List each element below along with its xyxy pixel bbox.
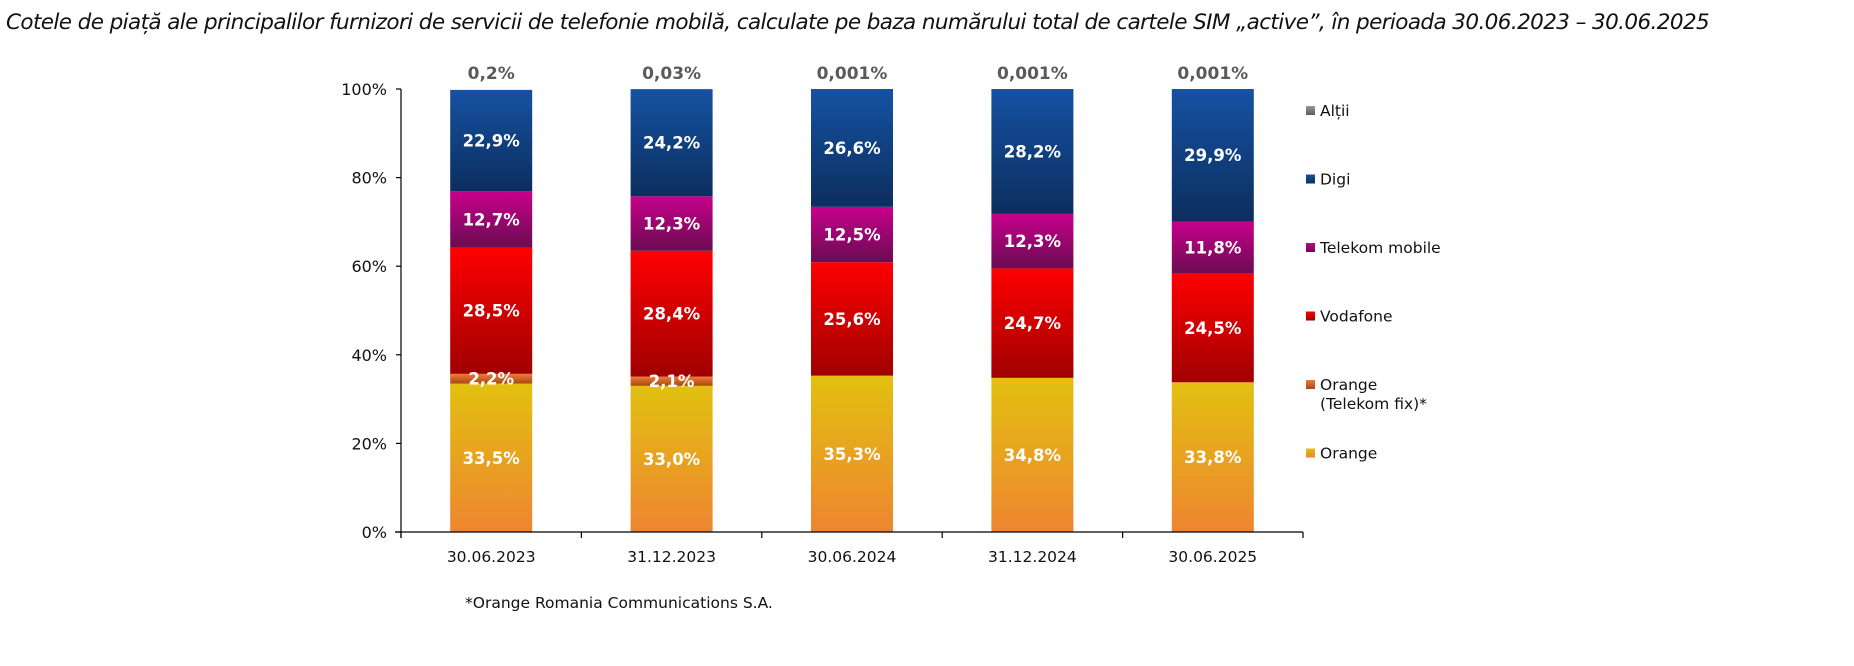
data-label-digi-0: 22,9% <box>463 132 521 151</box>
data-label-al-ii-1: 0,03% <box>642 64 701 84</box>
data-label-vodafone-0: 28,5% <box>463 302 521 321</box>
legend-swatch <box>1306 311 1315 321</box>
data-label-orange-2: 35,3% <box>823 445 881 464</box>
axes-layer: 30.06.2023 31.12.2023 30.06.2024 31.12.2024… <box>341 80 1304 566</box>
bar-segment-vodafone-1 <box>630 250 713 377</box>
x-tick-label: 30.06.2025 <box>1168 548 1257 566</box>
data-label-vodafone-2: 25,6% <box>823 310 881 329</box>
data-label-al-ii-2: 0,001% <box>817 64 888 84</box>
y-tick-label: 0% <box>362 523 387 542</box>
x-tick-label: 30.06.2024 <box>808 548 897 566</box>
y-tick-label: 80% <box>351 169 387 188</box>
legend-swatch <box>1306 174 1315 184</box>
legend-label: Orange <box>1320 445 1377 463</box>
legend-item-digi: Digi <box>1306 171 1350 189</box>
legend-item-al-ii: Alții <box>1306 102 1350 120</box>
data-label-telekom-mobile-3: 12,3% <box>1004 232 1062 251</box>
data-label-digi-2: 26,6% <box>823 139 881 158</box>
bar-segment-telekom-mobile-4 <box>1171 221 1254 274</box>
data-label-al-ii-3: 0,001% <box>997 64 1068 84</box>
legend-label: Telekom mobile <box>1319 239 1441 257</box>
data-label-telekom-mobile-1: 12,3% <box>643 215 701 234</box>
y-tick-label: 20% <box>351 434 387 453</box>
bar-segment-telekom-mobile-0 <box>450 191 533 248</box>
bar-segment-orange-0 <box>450 383 533 532</box>
data-label-vodafone-3: 24,7% <box>1004 314 1062 333</box>
data-label-orange-3: 34,8% <box>1004 446 1062 465</box>
footnote: *Orange Romania Communications S.A. <box>465 594 773 612</box>
legend-swatch <box>1306 106 1315 115</box>
legend-item-orange: Orange <box>1306 445 1377 463</box>
data-label-al-ii-0: 0,2% <box>468 64 515 84</box>
data-label-vodafone-4: 24,5% <box>1184 319 1242 338</box>
y-tick-label: 60% <box>351 257 387 276</box>
data-label-vodafone-1: 28,4% <box>643 305 701 324</box>
y-tick-label: 40% <box>351 346 387 365</box>
legend-swatch <box>1306 448 1315 458</box>
data-label-orange-4: 33,8% <box>1184 448 1242 467</box>
bar-segment-digi-4 <box>1171 89 1254 222</box>
bars-layer <box>450 89 1254 532</box>
x-tick-label: 31.12.2024 <box>988 548 1077 566</box>
legend-item-telekom-mobile: Telekom mobile <box>1306 239 1441 257</box>
legend-label: Digi <box>1320 171 1350 189</box>
bar-segment-orange-2 <box>811 375 893 532</box>
data-label-digi-1: 24,2% <box>643 134 701 153</box>
bar-segment-digi-3 <box>991 89 1074 214</box>
bar-segment-orange-telekom-fix-0 <box>450 373 533 384</box>
legend-label: (Telekom fix)* <box>1320 395 1427 413</box>
bar-segment-orange-4 <box>1171 382 1254 532</box>
legend-item-orange-telekom-fix: Orange(Telekom fix)* <box>1306 376 1427 413</box>
bar-segment-vodafone-0 <box>450 247 533 374</box>
bar-segment-orange-1 <box>630 385 713 532</box>
legend-label: Vodafone <box>1320 308 1393 326</box>
bar-segment-vodafone-2 <box>811 262 893 376</box>
bar-segment-digi-2 <box>811 89 893 207</box>
data-label-telekom-mobile-0: 12,7% <box>463 210 521 229</box>
legend-item-vodafone: Vodafone <box>1306 308 1393 326</box>
x-tick-label: 31.12.2023 <box>627 548 716 566</box>
data-label-orange-telekom-fix-1: 2,1% <box>649 372 695 391</box>
legend-label: Alții <box>1320 102 1350 120</box>
data-label-orange-1: 33,0% <box>643 450 701 469</box>
data-label-al-ii-4: 0,001% <box>1177 64 1248 84</box>
bar-segment-digi-1 <box>630 89 713 197</box>
bar-segment-telekom-mobile-2 <box>811 206 893 263</box>
x-tick-label: 30.06.2023 <box>447 548 536 566</box>
bar-segment-telekom-mobile-3 <box>991 213 1074 269</box>
bar-segment-orange-3 <box>991 377 1074 532</box>
data-label-telekom-mobile-2: 12,5% <box>823 226 881 245</box>
bar-segment-digi-0 <box>450 89 533 192</box>
data-label-telekom-mobile-4: 11,8% <box>1184 239 1242 258</box>
bar-segment-vodafone-4 <box>1171 273 1254 383</box>
y-tick-label: 100% <box>341 80 387 99</box>
bar-segment-vodafone-3 <box>991 268 1074 378</box>
chart-title: Cotele de piață ale principalilor furniz… <box>6 10 1710 35</box>
labels-layer: 33,5% 2,2% 28,5% 12,7% 22,9% 0,2% 33,0% 2,1% 28,… <box>463 64 1249 469</box>
legend-label: Orange <box>1320 376 1377 394</box>
bar-segment-orange-telekom-fix-1 <box>630 376 713 386</box>
data-label-orange-0: 33,5% <box>463 449 521 468</box>
data-label-orange-telekom-fix-0: 2,2% <box>468 370 514 389</box>
bar-segment-telekom-mobile-1 <box>630 196 713 251</box>
data-label-digi-3: 28,2% <box>1004 142 1062 161</box>
legend-swatch <box>1306 380 1315 389</box>
data-label-digi-4: 29,9% <box>1184 146 1242 165</box>
legend-swatch <box>1306 243 1315 252</box>
